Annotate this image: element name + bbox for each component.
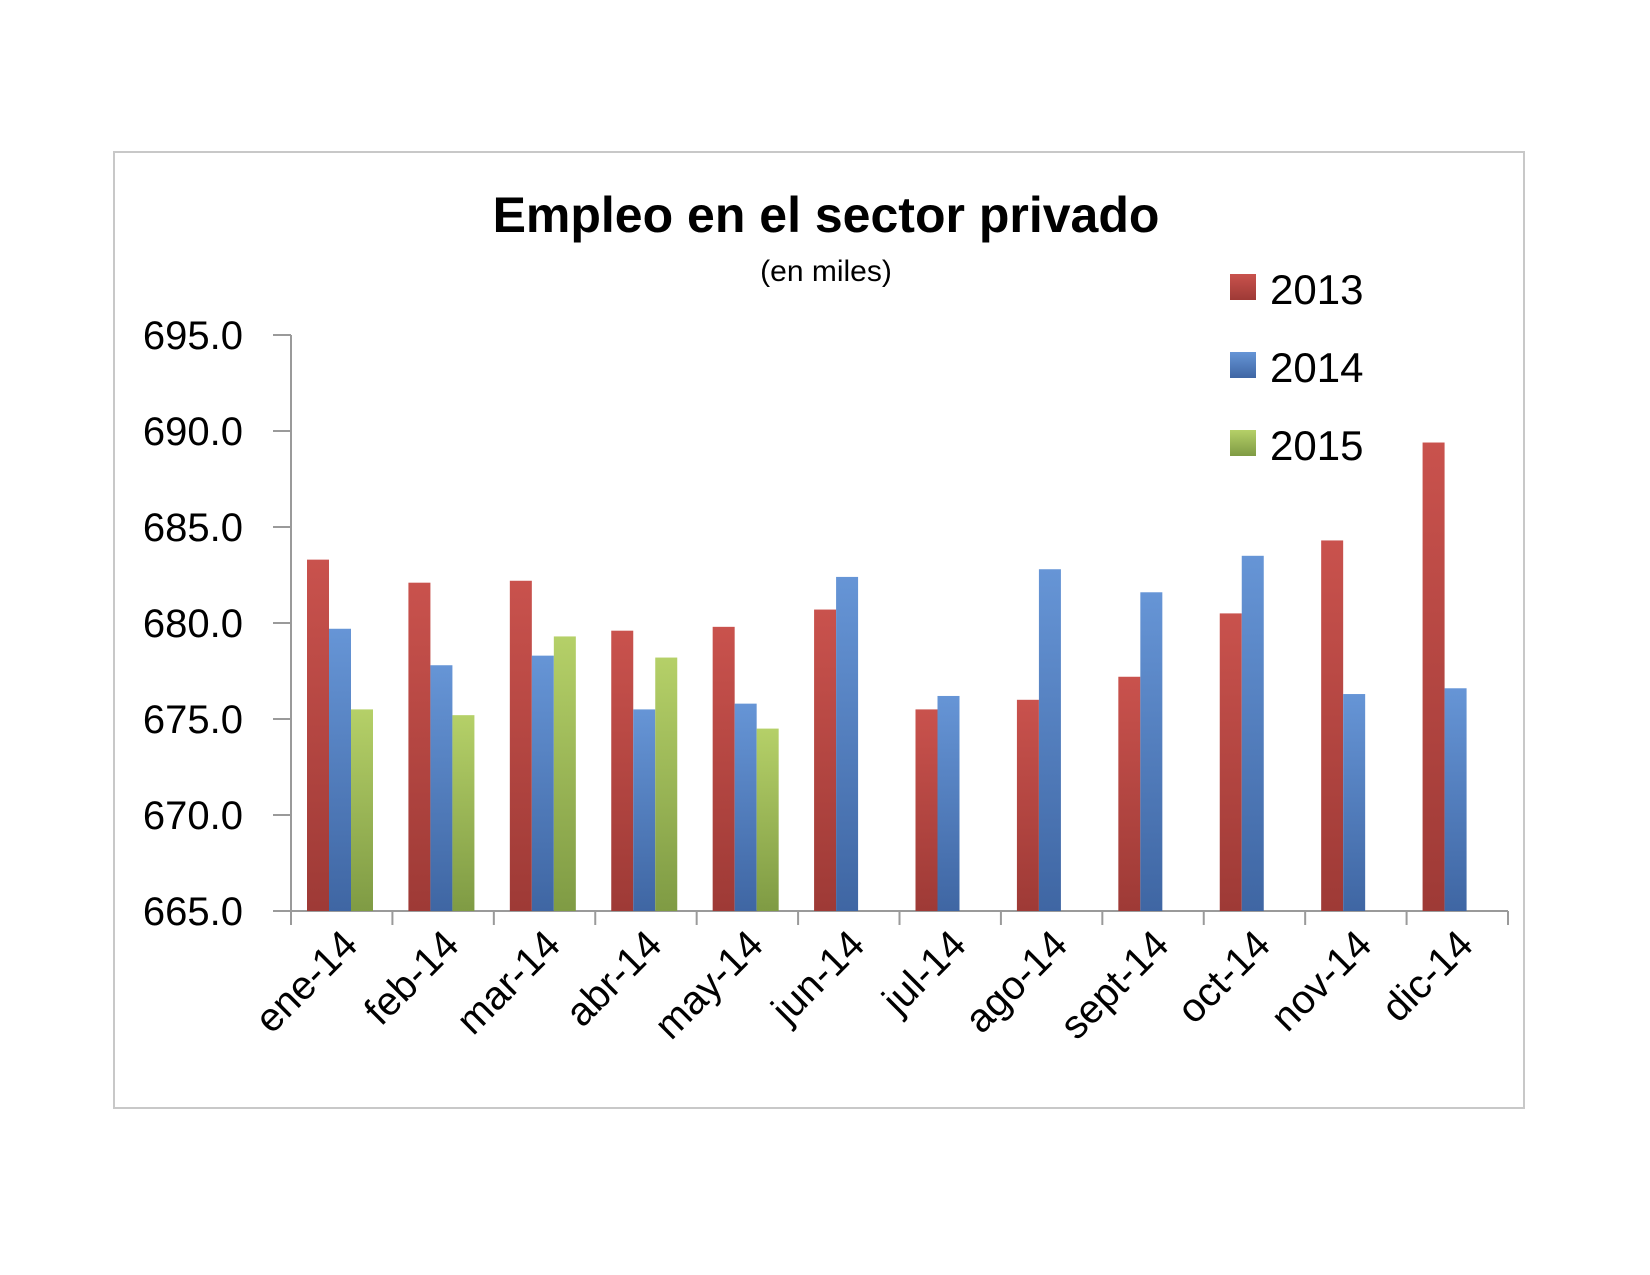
bar-2014-feb-14 — [430, 665, 453, 911]
y-tick-label: 695.0 — [143, 314, 243, 358]
bar-2013-feb-14 — [408, 582, 431, 911]
bar-2014-jul-14 — [937, 695, 960, 911]
y-tick-label: 670.0 — [143, 794, 243, 838]
x-tick-label: feb-14 — [356, 922, 467, 1033]
bar-2013-sept-14 — [1118, 676, 1141, 911]
x-tick-label: sept-14 — [1052, 922, 1177, 1047]
bar-2013-jun-14 — [814, 609, 837, 911]
x-tick-label: dic-14 — [1374, 922, 1482, 1030]
bar-2013-abr-14 — [611, 630, 634, 911]
legend-swatch-2013 — [1230, 274, 1256, 300]
bar-2015-ene-14 — [351, 709, 373, 911]
bar-2013-nov-14 — [1321, 540, 1344, 911]
bar-2014-jun-14 — [836, 576, 859, 911]
x-tick-label: nov-14 — [1263, 922, 1381, 1040]
bar-2015-feb-14 — [452, 715, 475, 911]
bar-2013-ago-14 — [1016, 699, 1039, 911]
legend-swatch-2014 — [1230, 352, 1256, 378]
bar-2014-ago-14 — [1038, 569, 1061, 911]
x-tick-label: mar-14 — [448, 922, 569, 1043]
bar-2013-may-14 — [712, 626, 735, 911]
bar-2015-mar-14 — [553, 636, 576, 911]
bar-2014-mar-14 — [531, 655, 554, 911]
x-tick-label: may-14 — [646, 922, 771, 1047]
bar-2014-ene-14 — [329, 628, 351, 911]
bar-2013-jul-14 — [915, 709, 938, 911]
legend: 2013 2014 2015 — [1230, 266, 1363, 469]
x-tick-label: oct-14 — [1169, 922, 1279, 1032]
bar-2013-dic-14 — [1422, 442, 1445, 911]
bar-2013-oct-14 — [1219, 613, 1242, 911]
legend-label-2013: 2013 — [1270, 266, 1363, 313]
y-tick-label: 685.0 — [143, 506, 243, 550]
bar-2014-abr-14 — [633, 709, 656, 911]
bar-2013-ene-14 — [307, 559, 329, 911]
legend-swatch-2015 — [1230, 430, 1256, 456]
x-tick-label: ene-14 — [247, 922, 366, 1041]
y-tick-label: 690.0 — [143, 410, 243, 454]
bar-2015-abr-14 — [655, 657, 678, 911]
bar-2014-may-14 — [734, 703, 757, 911]
bar-2014-nov-14 — [1343, 694, 1366, 911]
y-tick-label: 680.0 — [143, 602, 243, 646]
bar-2013-mar-14 — [509, 580, 532, 911]
y-tick-label: 675.0 — [143, 698, 243, 742]
legend-label-2015: 2015 — [1270, 422, 1363, 469]
legend-label-2014: 2014 — [1270, 344, 1363, 391]
bar-2014-dic-14 — [1444, 688, 1467, 911]
chart-title: Empleo en el sector privado — [493, 187, 1160, 243]
bar-2014-sept-14 — [1140, 592, 1163, 911]
bar-2014-oct-14 — [1241, 555, 1264, 911]
x-tick-label: jun-14 — [763, 922, 873, 1032]
chart-subtitle: (en miles) — [760, 255, 892, 288]
y-tick-label: 665.0 — [143, 890, 243, 934]
bar-2015-may-14 — [756, 728, 779, 911]
